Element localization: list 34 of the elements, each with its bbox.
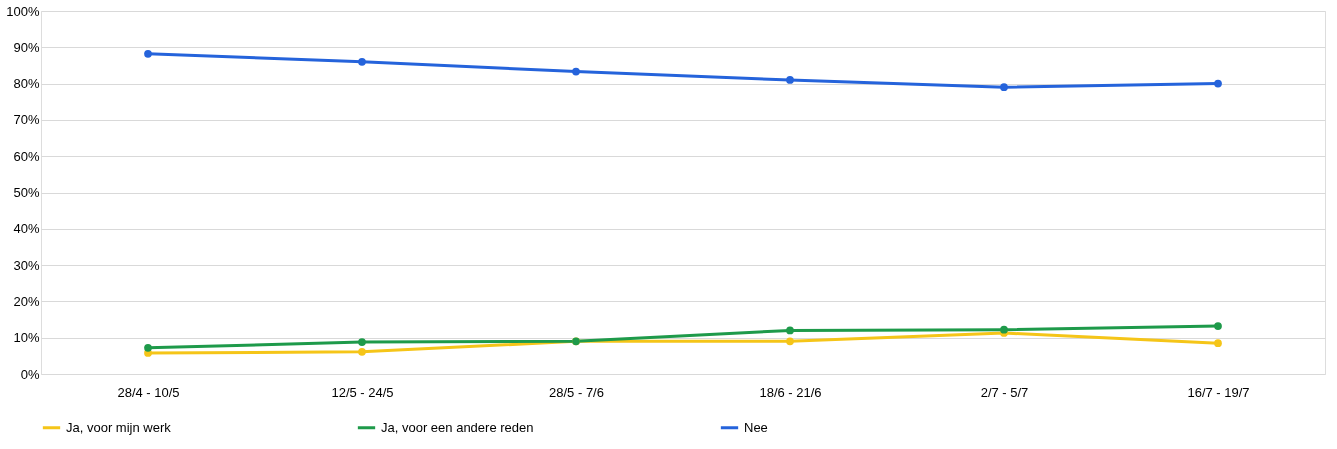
point	[144, 344, 152, 352]
x-tick-label: 16/7 - 19/7	[1187, 384, 1250, 400]
y-tick-label: 80%	[13, 76, 40, 92]
y-tick-label: 0%	[20, 366, 40, 382]
y-tick-label: 40%	[13, 221, 40, 237]
y-tick-label: 90%	[13, 39, 40, 55]
x-tick-label: 28/5 - 7/6	[549, 384, 604, 400]
point	[786, 326, 794, 335]
legend-label: Ja, voor mijn werk	[66, 419, 172, 435]
legend-label: Nee	[744, 419, 768, 435]
y-tick-label: 20%	[13, 293, 40, 309]
point	[1000, 325, 1008, 334]
y-tick-label: 50%	[13, 185, 40, 200]
point	[358, 347, 366, 356]
x-tick-label: 2/7 - 5/7	[980, 384, 1029, 400]
point	[358, 57, 366, 66]
point	[786, 76, 794, 84]
y-tick-label: 10%	[13, 330, 40, 346]
y-tick-label: 100%	[6, 3, 40, 19]
x-tick-label: 28/4 - 10/5	[117, 384, 180, 400]
legend-label: Ja, voor een andere reden	[381, 419, 534, 435]
x-tick-label: 18/6 - 21/6	[759, 384, 822, 400]
point	[786, 337, 794, 346]
y-tick-label: 70%	[13, 112, 40, 128]
point	[358, 338, 366, 346]
point	[144, 49, 152, 58]
point	[572, 67, 580, 76]
point	[1214, 79, 1222, 88]
point	[1214, 322, 1222, 330]
point	[1214, 339, 1222, 348]
x-tick-label: 12/5 - 24/5	[331, 384, 394, 400]
point	[1000, 83, 1008, 92]
y-tick-label: 30%	[13, 257, 40, 273]
y-tick-label: 60%	[13, 148, 40, 164]
